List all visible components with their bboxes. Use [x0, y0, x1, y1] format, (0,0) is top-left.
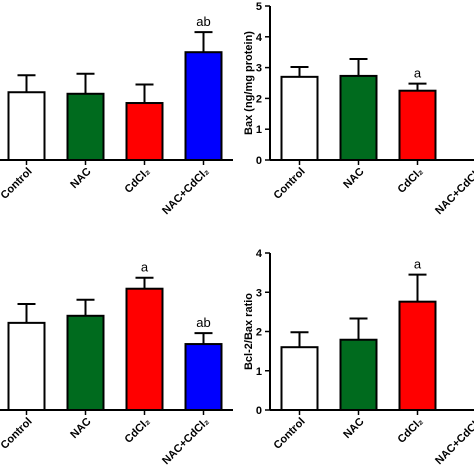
x-tick-label: NAC+CdCl₂ — [160, 166, 212, 218]
y-tick-label: 5 — [256, 1, 262, 13]
x-tick-label: Control — [0, 166, 35, 202]
bar — [184, 343, 223, 411]
bar — [280, 346, 319, 412]
x-tick-label: NAC+CdCl₂ — [433, 416, 474, 468]
bar — [7, 91, 46, 161]
x-tick-label: CdCl₂ — [396, 166, 426, 196]
x-tick-label: NAC+CdCl₂ — [160, 416, 212, 468]
annotation: a — [141, 260, 149, 275]
annotation: ab — [196, 315, 210, 330]
bar — [339, 74, 378, 161]
x-tick-label: CdCl₂ — [396, 416, 426, 446]
y-tick-label: 0 — [256, 155, 262, 167]
bar — [339, 338, 378, 411]
bar — [66, 92, 105, 161]
y-tick-label: 1 — [256, 124, 262, 136]
y-tick-label: 2 — [256, 93, 262, 105]
y-axis-label: Bcl-2/Bax ratio — [243, 293, 255, 370]
bar — [125, 287, 164, 411]
x-tick-label: Control — [271, 416, 307, 452]
bar — [66, 314, 105, 411]
x-tick-label: CdCl₂ — [123, 416, 153, 446]
y-tick-label: 1 — [256, 366, 262, 378]
y-tick-label: 4 — [256, 32, 263, 44]
bar — [398, 300, 437, 412]
annotation: a — [414, 66, 422, 81]
y-tick-label: 0 — [256, 405, 262, 417]
bar — [125, 102, 164, 161]
x-tick-label: NAC — [341, 166, 366, 191]
annotation: a — [414, 257, 422, 272]
y-tick-label: 2 — [256, 327, 262, 339]
bar — [280, 75, 319, 161]
x-tick-label: NAC — [341, 416, 366, 441]
bar — [398, 89, 437, 161]
bar — [7, 321, 46, 411]
x-tick-label: Control — [0, 416, 35, 452]
annotation: ab — [196, 14, 210, 29]
y-axis-label: Bax (ng/mg protein) — [243, 31, 255, 135]
x-tick-label: NAC — [68, 416, 93, 441]
y-tick-label: 3 — [256, 63, 262, 75]
x-tick-label: CdCl₂ — [123, 166, 153, 196]
bar — [184, 51, 223, 162]
x-tick-label: NAC — [68, 166, 93, 191]
y-tick-label: 4 — [256, 248, 263, 260]
x-tick-label: Control — [271, 166, 307, 202]
x-tick-label: NAC+CdCl₂ — [433, 166, 474, 218]
y-tick-label: 3 — [256, 287, 262, 299]
